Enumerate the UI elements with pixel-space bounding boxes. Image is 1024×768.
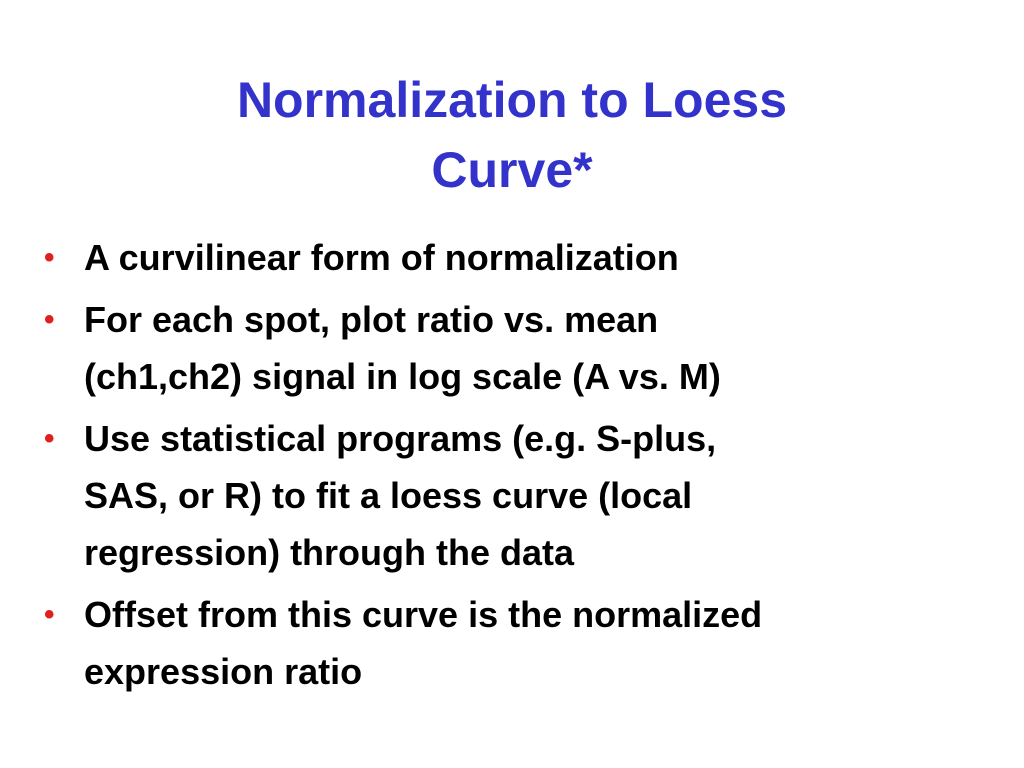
bullet-text: regression) through the data bbox=[84, 532, 575, 573]
bullet-item: • Offset from this curve is the normalize… bbox=[0, 586, 1024, 700]
bullet-marker: • bbox=[44, 241, 55, 274]
bullet-marker: • bbox=[44, 598, 55, 631]
bullet-list: • A curvilinear form of normalization • For… bbox=[0, 229, 1024, 705]
bullet-item: • For each spot, plot ratio vs. mean (ch1,… bbox=[0, 291, 1024, 405]
bullet-text: For each spot, plot ratio vs. mean bbox=[84, 299, 659, 340]
bullet-marker: • bbox=[44, 303, 55, 336]
bullet-text: A curvilinear form of normalization bbox=[84, 237, 679, 278]
bullet-text: SAS, or R) to fit a loess curve (local bbox=[84, 475, 693, 516]
bullet-text: Offset from this curve is the normalized bbox=[84, 594, 763, 635]
bullet-text: (ch1,ch2) signal in log scale (A vs. M) bbox=[84, 356, 721, 397]
bullet-marker: • bbox=[44, 422, 55, 455]
bullet-text: Use statistical programs (e.g. S-plus, bbox=[84, 418, 717, 459]
bullet-item: • Use statistical programs (e.g. S-plus, S… bbox=[0, 410, 1024, 581]
slide-title: Normalization to Loess Curve* bbox=[236, 72, 788, 198]
bullet-text: expression ratio bbox=[84, 651, 363, 692]
bullet-item: • A curvilinear form of normalization bbox=[0, 229, 1024, 286]
